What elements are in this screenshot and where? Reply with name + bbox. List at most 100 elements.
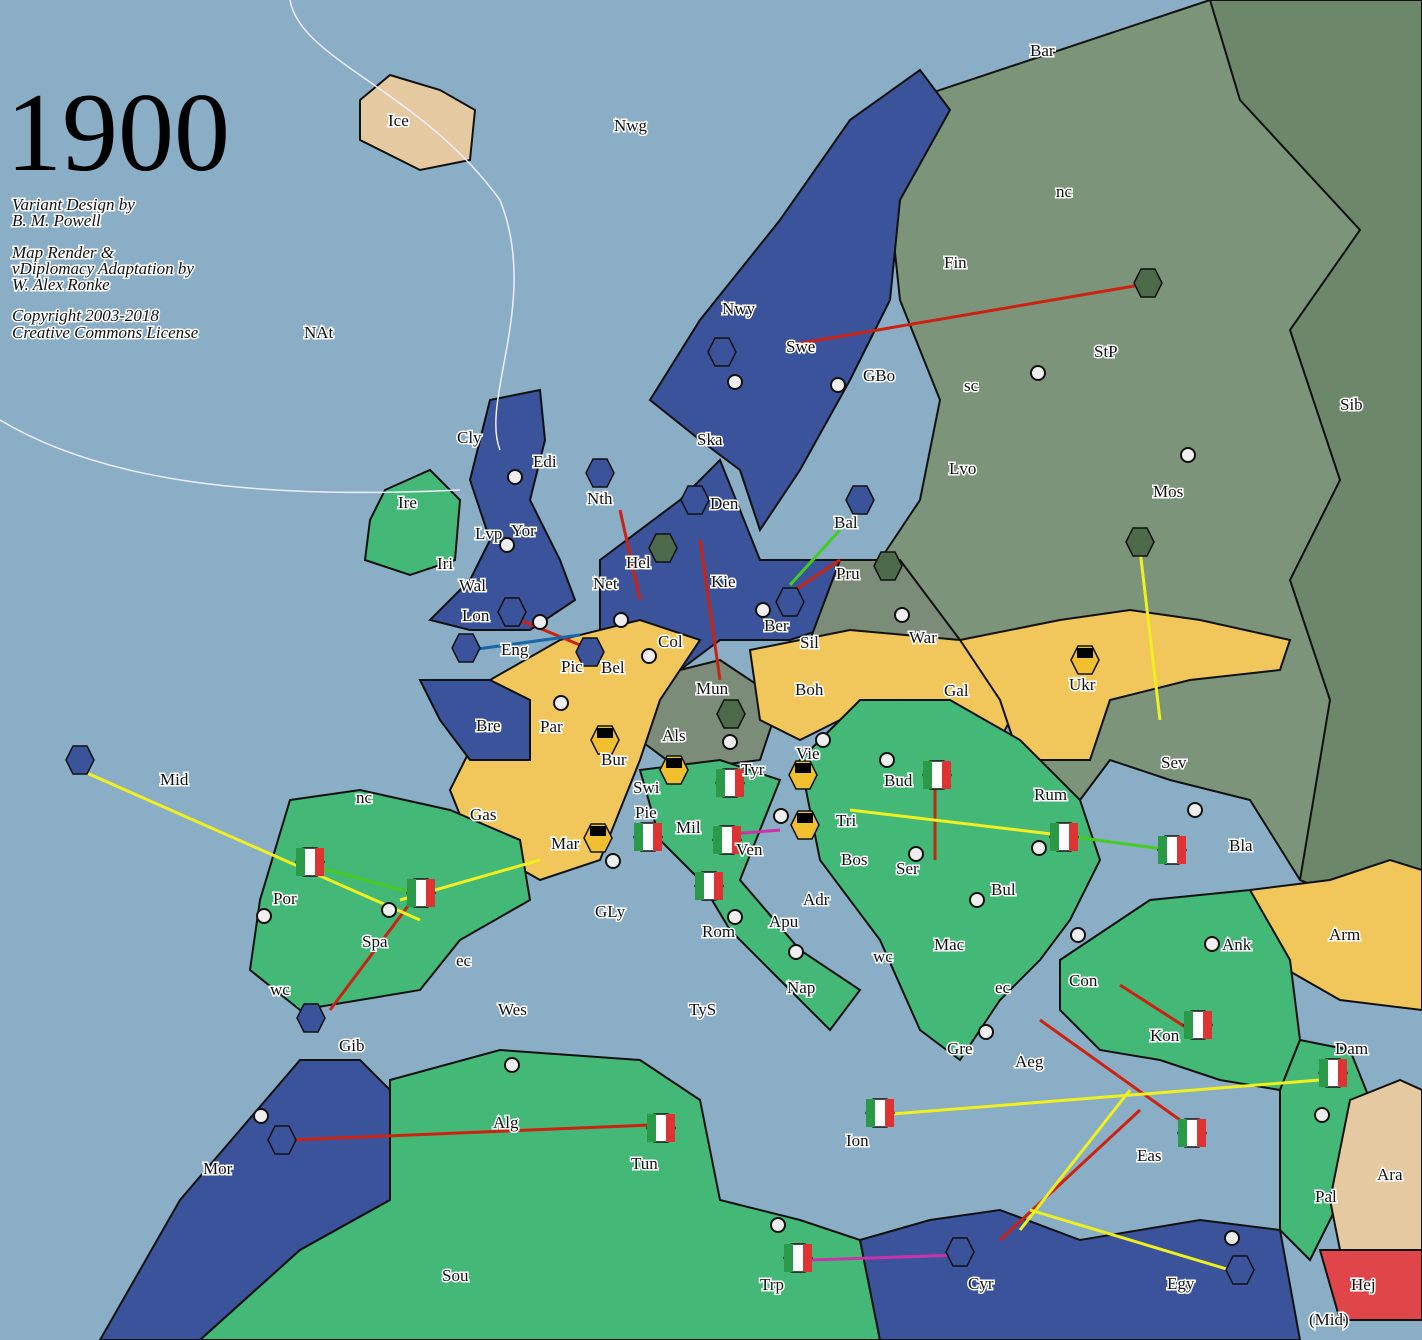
territory-label: Sil (800, 633, 819, 652)
unit-icon[interactable] (715, 768, 745, 798)
unit-icon[interactable] (65, 745, 95, 775)
unit-icon[interactable] (575, 637, 605, 667)
territory-label: sc (964, 376, 979, 395)
territory-label: Par (540, 717, 563, 736)
unit-icon[interactable] (1133, 268, 1163, 298)
territory-label: GBo (863, 366, 895, 385)
unit-icon[interactable] (296, 1003, 326, 1033)
unit-icon[interactable] (694, 871, 724, 901)
territory-britain[interactable] (428, 388, 577, 631)
unit-icon[interactable] (680, 485, 710, 515)
unit-icon[interactable] (1183, 1010, 1213, 1040)
territory-label: Yor (511, 521, 536, 540)
territory-ireland[interactable] (363, 468, 462, 577)
unit-icon[interactable] (790, 810, 820, 840)
unit-icon[interactable] (583, 823, 613, 853)
territory-label: Ska (697, 430, 723, 449)
order-arrow (309, 863, 421, 897)
supply-center-marker (908, 846, 924, 862)
order-arrow (698, 539, 722, 681)
supply-center-marker (770, 1217, 786, 1233)
territory-label: Bud (884, 771, 913, 790)
territory-arabia[interactable] (1328, 1078, 1422, 1251)
territory-iceland[interactable] (359, 73, 477, 172)
unit-icon[interactable] (1225, 1255, 1255, 1285)
supply-center-marker (894, 607, 910, 623)
territory-label: Por (273, 889, 297, 908)
territory-north-africa[interactable] (198, 1048, 882, 1340)
territory-label: Pic (561, 657, 583, 676)
supply-center-marker (788, 944, 804, 960)
unit-icon[interactable] (590, 725, 620, 755)
supply-center-marker (1030, 365, 1046, 381)
territory-scandinavia[interactable] (648, 68, 952, 533)
unit-icon[interactable] (659, 755, 689, 785)
unit-icon[interactable] (633, 822, 663, 852)
unit-icon[interactable] (845, 485, 875, 515)
unit-icon[interactable] (775, 587, 805, 617)
unit-icon[interactable] (451, 633, 481, 663)
order-arrow (788, 528, 842, 587)
supply-center-marker (1070, 927, 1086, 943)
territory-label: Ukr (1069, 675, 1096, 694)
territory-label: GLy (595, 902, 626, 921)
territory-label: Wes (498, 1000, 527, 1019)
territory-label: Ank (1222, 935, 1252, 954)
territory-label: War (909, 628, 937, 647)
unit-icon[interactable] (1049, 822, 1079, 852)
unit-icon[interactable] (646, 1113, 676, 1143)
territory-label: Swi (633, 778, 660, 797)
territory-labels: Bar Ice Nwg nc Fin NAt Nwy Swe GBo StP sc Sib Cly Edi… (159, 40, 1405, 1331)
order-arrow (1029, 1208, 1231, 1272)
unit-icon[interactable] (1177, 1118, 1207, 1148)
order-arrow (618, 509, 642, 601)
unit-icon[interactable] (922, 760, 952, 790)
year-title: 1900 (6, 71, 230, 195)
unit-icon[interactable] (648, 533, 678, 563)
supply-center-marker (755, 602, 771, 618)
unit-icon[interactable] (497, 597, 527, 627)
territory-label: Lvp (475, 524, 502, 543)
unit-icon[interactable] (1318, 1058, 1348, 1088)
unit-icon[interactable] (1125, 527, 1155, 557)
supply-center-marker (727, 909, 743, 925)
unit-icon[interactable] (295, 847, 325, 877)
unit-icon[interactable] (788, 760, 818, 790)
unit-icon[interactable] (707, 337, 737, 367)
territory-label: wc (270, 980, 290, 999)
unit-icon[interactable] (406, 878, 436, 908)
territory-label: Als (662, 726, 686, 745)
territory-label: Bur (601, 750, 627, 769)
territory-label: Bre (476, 716, 501, 735)
territory-label: Gal (944, 681, 969, 700)
supply-center-marker (727, 374, 743, 390)
credit-line: Copyright 2003-2018 (12, 306, 159, 325)
territory-label: Mac (934, 935, 965, 954)
territory-label: Fin (944, 253, 967, 272)
unit-icon[interactable] (1070, 645, 1100, 675)
territory-label: Hel (626, 553, 651, 572)
supply-center-marker (641, 648, 657, 664)
supply-center-marker (256, 908, 272, 924)
unit-icon[interactable] (873, 551, 903, 581)
territory-label: Dam (1335, 1039, 1368, 1058)
territory-brittany[interactable] (418, 679, 531, 761)
unit-icon[interactable] (585, 458, 615, 488)
territory-balkans[interactable] (798, 699, 1102, 1062)
unit-icon[interactable] (1157, 835, 1187, 865)
unit-icon[interactable] (945, 1237, 975, 1267)
territory-label: Mos (1153, 482, 1183, 501)
unit-icon[interactable] (712, 825, 742, 855)
supply-center-marker (830, 377, 846, 393)
territory-hejaz[interactable] (1318, 1249, 1422, 1321)
unit-icon[interactable] (267, 1125, 297, 1155)
supply-center-marker (499, 537, 515, 553)
territory-label: TyS (689, 1000, 716, 1019)
territory-label: Adr (803, 890, 830, 909)
unit-icon[interactable] (716, 699, 746, 729)
territory-iberia[interactable] (248, 788, 532, 1012)
unit-icon[interactable] (783, 1243, 813, 1273)
territory-siberia[interactable] (1208, 0, 1422, 932)
unit-icon[interactable] (865, 1098, 895, 1128)
territory-label: Vie (796, 744, 820, 763)
